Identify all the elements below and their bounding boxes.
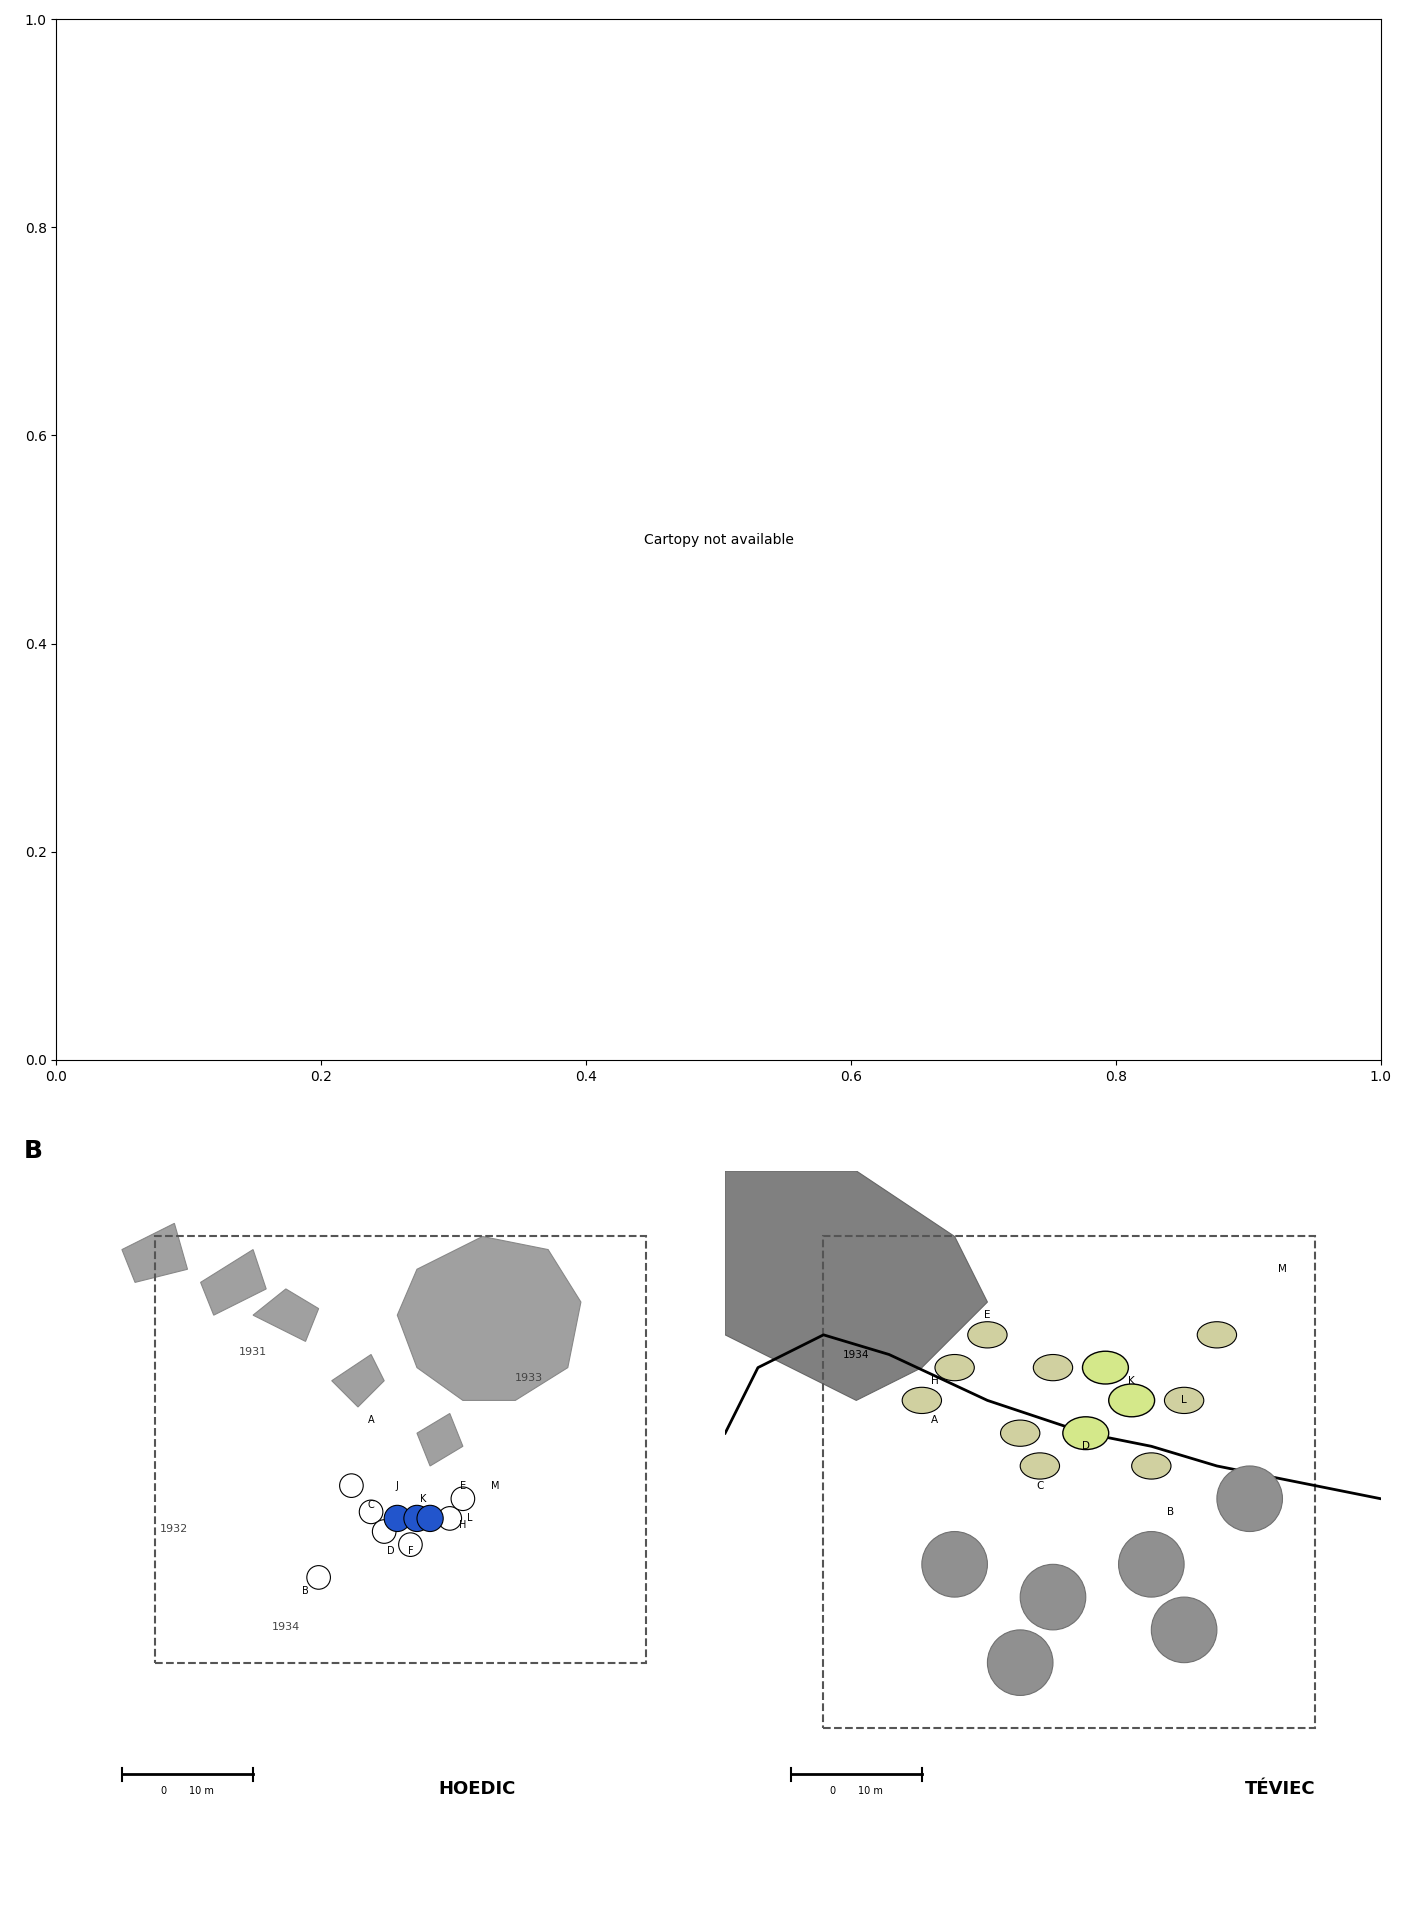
Text: 1932: 1932	[161, 1524, 189, 1534]
Text: M: M	[1278, 1263, 1286, 1275]
Polygon shape	[254, 1288, 318, 1342]
Text: E: E	[459, 1480, 466, 1490]
Circle shape	[988, 1630, 1053, 1695]
Bar	[823, 1236, 1315, 1728]
Text: K: K	[420, 1494, 427, 1503]
Text: D: D	[1082, 1442, 1089, 1452]
Polygon shape	[397, 1236, 581, 1400]
Ellipse shape	[968, 1321, 1007, 1348]
Ellipse shape	[1164, 1388, 1203, 1413]
Text: F: F	[407, 1546, 413, 1557]
Text: D: D	[387, 1546, 395, 1557]
Text: 0       10 m: 0 10 m	[161, 1786, 214, 1795]
Text: C: C	[368, 1500, 375, 1511]
Circle shape	[921, 1532, 988, 1597]
Text: H: H	[459, 1521, 466, 1530]
Circle shape	[451, 1486, 475, 1511]
Text: 0       10 m: 0 10 m	[830, 1786, 882, 1795]
Text: E: E	[983, 1309, 991, 1321]
Circle shape	[385, 1505, 410, 1532]
Text: K: K	[1129, 1377, 1136, 1386]
Polygon shape	[200, 1250, 266, 1315]
Circle shape	[1151, 1597, 1217, 1663]
Text: B: B	[1168, 1507, 1175, 1517]
Ellipse shape	[1109, 1384, 1154, 1417]
Text: 1934: 1934	[272, 1622, 300, 1632]
Circle shape	[438, 1507, 462, 1530]
Text: B: B	[302, 1586, 309, 1596]
Text: B: B	[24, 1139, 42, 1164]
Circle shape	[1020, 1565, 1086, 1630]
Circle shape	[1217, 1467, 1282, 1532]
Text: H: H	[931, 1377, 938, 1386]
Ellipse shape	[936, 1354, 974, 1380]
Text: 1933: 1933	[514, 1373, 542, 1382]
Bar	[155, 1236, 647, 1663]
Circle shape	[372, 1521, 396, 1544]
Text: TÉVIEC: TÉVIEC	[1244, 1780, 1315, 1797]
Circle shape	[399, 1532, 423, 1557]
Text: A: A	[931, 1415, 938, 1425]
Circle shape	[307, 1565, 331, 1590]
Polygon shape	[417, 1413, 464, 1467]
Circle shape	[404, 1505, 430, 1532]
Ellipse shape	[1000, 1421, 1040, 1446]
Polygon shape	[123, 1223, 187, 1283]
Text: A: A	[368, 1415, 375, 1425]
Text: 1934: 1934	[843, 1350, 869, 1359]
Text: J: J	[396, 1480, 399, 1490]
Text: M: M	[492, 1480, 500, 1490]
Text: HOEDIC: HOEDIC	[438, 1780, 516, 1797]
Text: 1931: 1931	[240, 1346, 268, 1357]
Ellipse shape	[1020, 1453, 1060, 1478]
Ellipse shape	[1062, 1417, 1109, 1450]
Circle shape	[417, 1505, 444, 1532]
Text: L: L	[466, 1513, 472, 1523]
Ellipse shape	[1131, 1453, 1171, 1478]
Text: C: C	[1036, 1480, 1044, 1490]
Polygon shape	[726, 1171, 988, 1400]
Text: Cartopy not available: Cartopy not available	[644, 532, 793, 547]
Circle shape	[359, 1500, 383, 1524]
Circle shape	[1119, 1532, 1184, 1597]
Ellipse shape	[1033, 1354, 1072, 1380]
Circle shape	[340, 1475, 364, 1498]
Text: L: L	[1181, 1396, 1186, 1405]
Ellipse shape	[1198, 1321, 1237, 1348]
Polygon shape	[331, 1354, 385, 1407]
Ellipse shape	[902, 1388, 941, 1413]
Ellipse shape	[1082, 1352, 1129, 1384]
